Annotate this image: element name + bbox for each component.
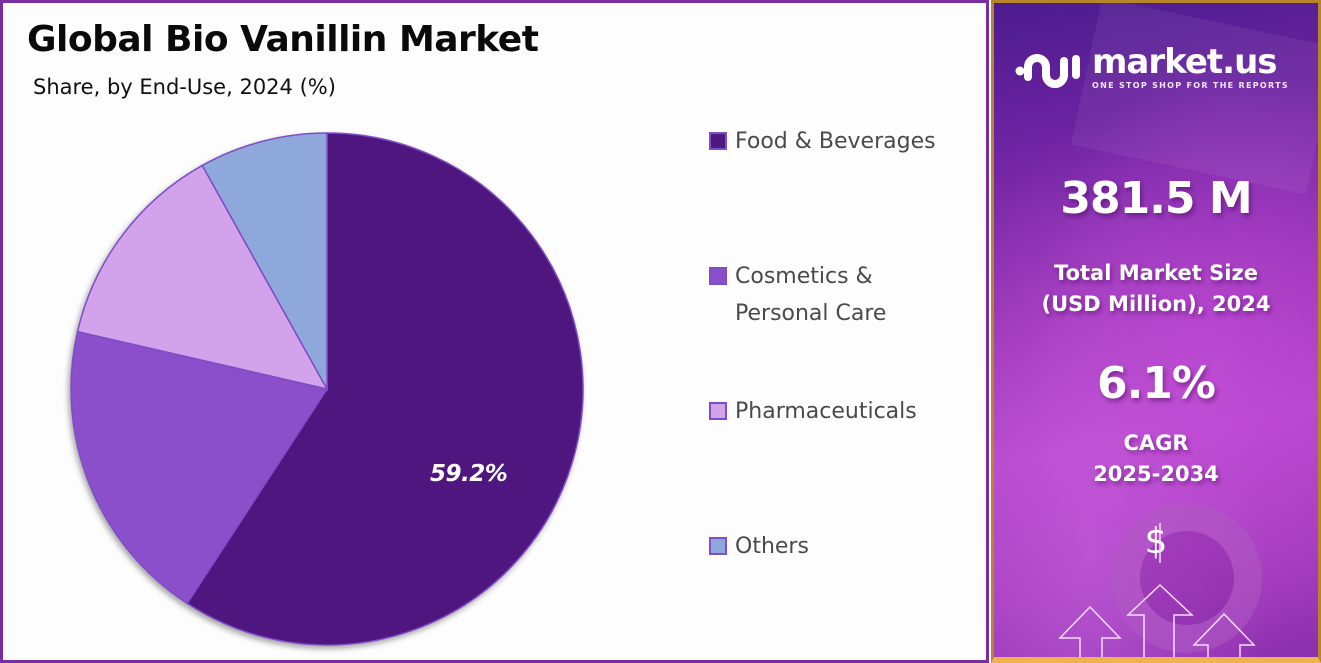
legend-item-pharmaceuticals: Pharmaceuticals — [709, 393, 975, 430]
market-size-label-1: Total Market Size — [1054, 261, 1258, 285]
market-size-label-2: (USD Million), 2024 — [1041, 292, 1271, 316]
brand-logo: market.us ONE STOP SHOP FOR THE REPORTS — [1014, 41, 1289, 93]
legend-swatch-icon — [709, 537, 727, 555]
brand-name: market.us — [1092, 41, 1278, 82]
brand-tagline: ONE STOP SHOP FOR THE REPORTS — [1092, 80, 1289, 90]
market-size-value: 381.5 M — [1060, 173, 1252, 224]
background-decoration — [1071, 3, 1318, 195]
market-us-logo-icon — [1015, 54, 1080, 88]
summary-sidebar: market.us ONE STOP SHOP FOR THE REPORTS … — [991, 0, 1321, 663]
legend-swatch-icon — [709, 402, 727, 420]
legend-label: Food & Beverages — [735, 129, 936, 154]
pie-slice-pharmaceuticals — [76, 164, 329, 391]
chart-subtitle: Share, by End-Use, 2024 (%) — [33, 75, 336, 99]
legend-swatch-icon — [709, 267, 727, 285]
cagr-value: 6.1% — [1096, 358, 1216, 409]
pie-slice-food-beverages — [186, 132, 584, 646]
legend-label: Cosmetics & Personal Care — [735, 264, 887, 326]
pie-svg — [70, 132, 584, 646]
dollar-icon: $ — [1144, 521, 1168, 562]
legend-label: Pharmaceuticals — [735, 399, 917, 424]
legend-label: Others — [735, 534, 809, 559]
legend-swatch-icon — [709, 132, 727, 150]
cagr-period: 2025-2034 — [1093, 462, 1219, 486]
legend-item-others: Others — [709, 528, 975, 565]
legend-item-cosmetics: Cosmetics & Personal Care — [709, 258, 905, 332]
cagr-label: CAGR — [1123, 431, 1189, 455]
growth-arrows-icon — [1058, 523, 1256, 657]
pie-chart: 59.2% — [58, 121, 598, 661]
pie-label-food-beverages: 59.2% — [430, 461, 508, 487]
pie-slice-cosmetics-personal-care — [70, 330, 329, 605]
pie-slice-others — [201, 132, 328, 392]
chart-title: Global Bio Vanillin Market — [27, 19, 539, 60]
chart-panel: Global Bio Vanillin Market Share, by End… — [0, 0, 989, 663]
legend-item-food-beverages: Food & Beverages — [709, 123, 975, 160]
